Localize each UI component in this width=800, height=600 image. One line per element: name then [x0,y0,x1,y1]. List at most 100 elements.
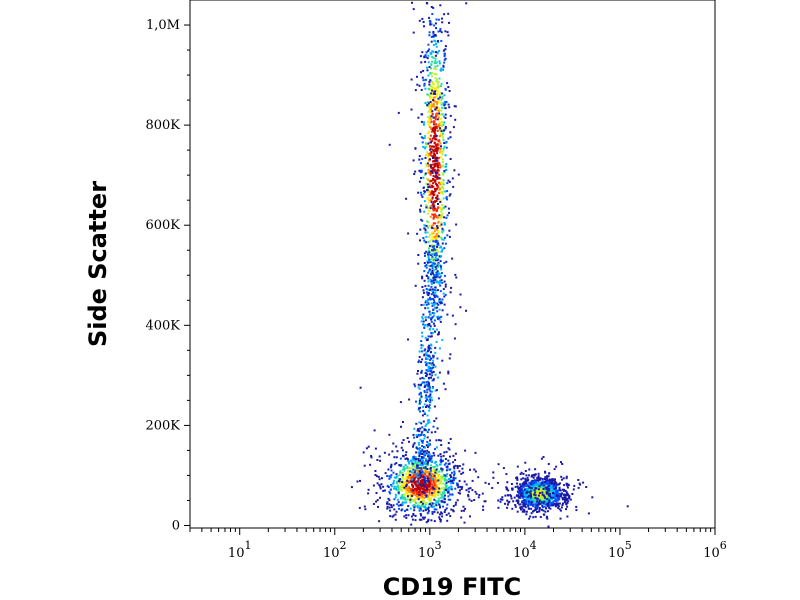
data-point [516,478,519,481]
data-point [434,262,437,265]
data-point [543,502,546,505]
data-point [428,80,431,83]
data-point [553,479,555,482]
data-point [445,197,448,200]
data-point [435,267,438,270]
data-point [452,461,455,464]
data-point [442,487,445,489]
data-point [435,233,438,235]
data-point [417,498,420,501]
data-point [443,247,446,250]
data-point [446,313,449,316]
data-point [523,508,526,511]
data-point [426,57,429,60]
data-point [431,371,434,374]
data-point [425,396,428,399]
data-point [443,53,446,55]
data-point [444,223,446,226]
data-point [417,451,420,454]
data-point [407,490,410,493]
data-point [444,283,447,286]
x-tick-exponent: 4 [530,539,537,552]
data-point [439,490,442,493]
data-point [444,126,447,128]
data-point [432,182,435,185]
data-point [432,425,435,428]
data-point [440,145,442,148]
data-point [445,163,448,165]
data-point [430,396,433,399]
data-point [409,479,412,482]
data-point [414,465,417,468]
data-point [552,496,555,499]
data-point [426,436,429,439]
data-point [447,34,450,37]
data-point [477,496,480,499]
data-point [399,504,402,506]
data-point [443,104,446,107]
data-point [443,473,445,476]
data-point [424,473,427,476]
data-point [432,87,435,90]
data-point [565,508,567,511]
data-point [427,419,429,422]
data-point [435,89,438,92]
data-point [444,205,447,208]
data-point [391,450,394,453]
data-point [428,480,430,483]
data-point [438,246,441,249]
data-point [549,478,551,481]
data-point [443,61,446,64]
data-point [441,182,444,185]
data-point [432,303,435,306]
data-point [430,279,433,282]
data-point [432,363,435,366]
data-point [421,494,424,497]
data-point [452,185,455,188]
data-point [437,181,440,184]
data-point [547,482,550,485]
data-point [429,479,432,482]
data-point [400,509,403,512]
data-point [552,492,555,495]
data-point [434,258,437,261]
data-point [424,54,427,57]
data-point [482,505,485,508]
data-point [418,461,421,463]
data-point [359,479,361,482]
data-point [540,488,543,491]
y-tick-label: 1,0M [146,18,180,33]
data-point [528,491,531,494]
data-point [423,270,426,273]
data-point [397,490,400,493]
data-point [425,458,428,461]
data-point [424,336,427,339]
data-point [419,427,422,430]
data-point [549,485,552,488]
data-point [462,505,465,508]
data-point [420,475,423,478]
data-point [431,13,434,15]
data-point [566,505,569,508]
data-point [555,482,558,484]
data-point [408,494,411,496]
data-point [471,479,474,482]
data-point [524,481,527,484]
data-point [492,471,495,474]
data-point [363,505,366,508]
data-point [386,502,388,505]
data-point [557,502,560,505]
data-point [444,30,447,33]
data-point [427,87,430,90]
data-point [440,221,443,224]
data-point [428,251,431,254]
data-point [433,520,436,523]
data-point [427,475,429,478]
data-point [432,222,435,225]
data-point [537,479,539,482]
data-point [434,90,437,93]
data-point [453,474,455,477]
data-point [431,196,434,199]
data-point [443,115,445,118]
